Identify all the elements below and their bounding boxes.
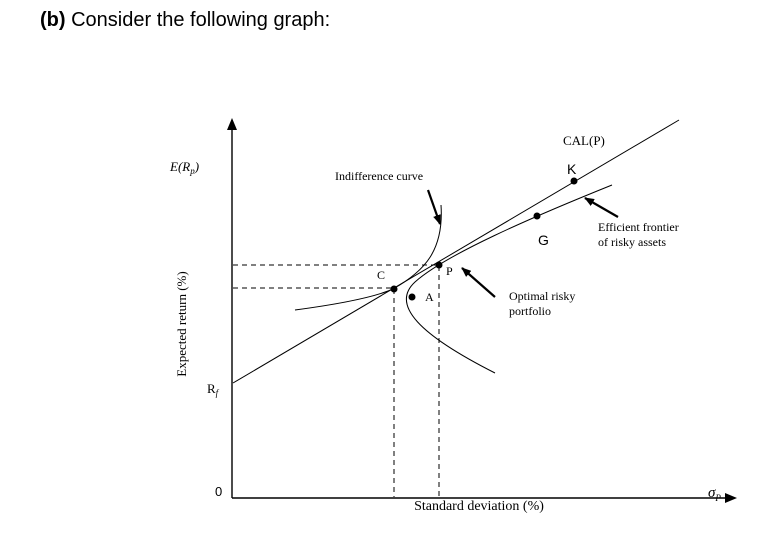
point-a-label: A	[425, 290, 434, 304]
y-axis-label: Expected return (%)	[174, 271, 189, 376]
point-p	[435, 261, 443, 269]
frontier-label-line1: Efficient frontier	[598, 220, 679, 234]
origin-label: 0	[215, 484, 222, 499]
point-p-label: P	[446, 264, 453, 278]
point-g-label: G	[538, 232, 549, 248]
y-axis-arrowhead	[227, 118, 237, 130]
x-axis-arrowhead	[725, 493, 737, 503]
question-heading: (b) Consider the following graph:	[40, 9, 330, 32]
point-a	[408, 293, 416, 301]
efficient-frontier-curve	[405, 184, 613, 374]
frontier-arrow	[584, 197, 619, 218]
point-g	[533, 212, 541, 220]
frontier-label-line2: of risky assets	[598, 235, 666, 249]
x-axis-symbol: σP	[708, 485, 721, 503]
question-text: Consider the following graph:	[65, 9, 331, 31]
point-k	[570, 177, 578, 185]
optimal-portfolio-arrow	[461, 267, 496, 298]
point-c	[390, 285, 398, 293]
indifference-curve-arrow	[426, 189, 442, 225]
rf-label: Rf	[207, 381, 220, 398]
indifference-curve-label: Indifference curve	[335, 169, 423, 183]
x-axis-label: Standard deviation (%)	[414, 499, 544, 514]
question-part-label: (b)	[40, 9, 66, 31]
point-k-label: K	[567, 161, 577, 177]
cal-line	[232, 119, 680, 384]
optimal-label-line2: portfolio	[509, 304, 551, 318]
y-axis-symbol: E(Rp)	[169, 159, 199, 176]
cal-label: CAL(P)	[563, 133, 605, 148]
optimal-label-line1: Optimal risky	[509, 289, 575, 303]
point-c-label: C	[377, 268, 385, 282]
indifference-curve	[294, 204, 442, 311]
